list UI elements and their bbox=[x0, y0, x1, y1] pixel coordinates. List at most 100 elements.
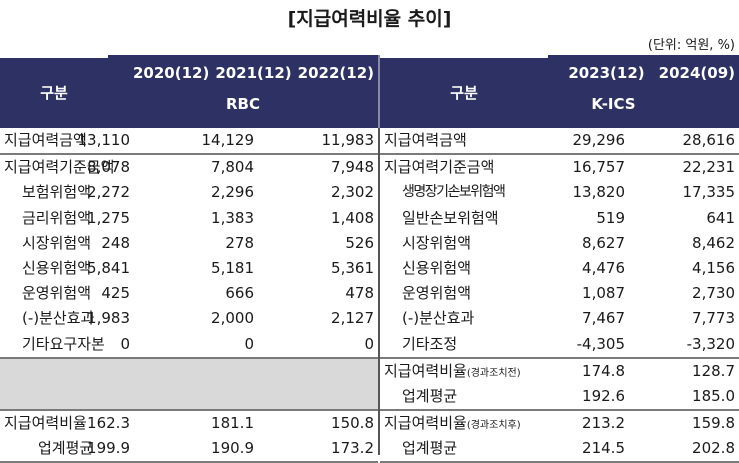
rbc-year-2021: 2021(12) bbox=[215, 64, 292, 82]
cell-value: 181.1 bbox=[211, 414, 254, 433]
header-divider bbox=[378, 55, 380, 128]
rbc-header-category: 구분 bbox=[0, 58, 108, 128]
cell-value: 5,841 bbox=[87, 258, 130, 277]
cell-value: 7,773 bbox=[692, 309, 735, 328]
cell-value: 2,000 bbox=[211, 309, 254, 328]
cell-value: 213.2 bbox=[582, 414, 625, 433]
cell-value: 5,361 bbox=[331, 258, 374, 277]
table-row: 신용위험액 4,476 4,156 bbox=[380, 256, 739, 281]
row-label: 지급여력비율(경과조치후) bbox=[384, 411, 521, 438]
table-row: (-)분산효과 7,467 7,773 bbox=[380, 306, 739, 331]
row-label: 기타조정 bbox=[402, 334, 458, 353]
row-label: 보험위험액 bbox=[22, 183, 92, 202]
cell-value: 22,231 bbox=[682, 158, 736, 177]
table-row: (-)분산효과 1,983 2,000 2,127 bbox=[0, 306, 378, 331]
cell-value: 5,181 bbox=[211, 258, 254, 277]
cell-value: 526 bbox=[345, 233, 374, 252]
table-row: 신용위험액 5,841 5,181 5,361 bbox=[0, 256, 378, 281]
cell-value: 641 bbox=[706, 208, 735, 227]
row-label: 지급여력금액 bbox=[4, 131, 87, 149]
kics-year-2024: 2024(09) bbox=[658, 64, 735, 82]
row-label: 일반손보위험액 bbox=[402, 208, 499, 227]
rbc-header-years: 2020(12) 2021(12) 2022(12) RBC bbox=[108, 55, 378, 128]
table-row: 지급여력금액 13,110 14,129 11,983 bbox=[0, 128, 378, 156]
cell-value: 1,383 bbox=[211, 208, 254, 227]
cell-value: 8,462 bbox=[692, 233, 735, 252]
row-label: 금리위험액 bbox=[22, 208, 92, 227]
row-label: 신용위험액 bbox=[402, 258, 472, 277]
rbc-regime-label: RBC bbox=[226, 95, 260, 113]
cell-value: 2,127 bbox=[331, 309, 374, 328]
table-row: 시장위험액 248 278 526 bbox=[0, 231, 378, 256]
cell-value: 278 bbox=[225, 233, 254, 252]
row-label: 시장위험액 bbox=[402, 233, 472, 252]
rbc-year-2022: 2022(12) bbox=[297, 64, 374, 82]
table-row: 시장위험액 8,627 8,462 bbox=[380, 231, 739, 256]
cell-value: 128.7 bbox=[692, 361, 735, 380]
row-label: 업계평균 bbox=[402, 439, 458, 458]
cell-value: 8,627 bbox=[582, 233, 625, 252]
cell-value: 0 bbox=[244, 334, 254, 353]
kics-header-category-label: 구분 bbox=[450, 84, 478, 102]
row-label: 운영위험액 bbox=[22, 284, 92, 303]
empty-gray-block bbox=[0, 358, 378, 412]
cell-value: 16,757 bbox=[572, 158, 626, 177]
row-label: 업계평균 bbox=[38, 439, 94, 458]
cell-value: 17,335 bbox=[682, 183, 736, 202]
table-row: 지급여력금액 29,296 28,616 bbox=[380, 128, 739, 156]
cell-value: 29,296 bbox=[572, 131, 626, 149]
panel-divider bbox=[378, 128, 380, 455]
table-row: 지급여력기준금액 8,078 7,804 7,948 bbox=[0, 155, 378, 180]
cell-value: 13,110 bbox=[77, 131, 131, 149]
cell-value: 150.8 bbox=[331, 414, 374, 433]
row-label: 지급여력비율 bbox=[4, 414, 87, 433]
cell-value: 159.8 bbox=[692, 414, 735, 433]
row-label: 운영위험액 bbox=[402, 284, 472, 303]
ratio-before-note: (경과조치전) bbox=[466, 367, 521, 379]
row-label: (-)분산효과 bbox=[22, 309, 95, 328]
cell-value: 1,408 bbox=[331, 208, 374, 227]
cell-value: 28,616 bbox=[682, 131, 736, 149]
table-title: [지급여력비율 추이] bbox=[287, 8, 452, 30]
cell-value: 1,087 bbox=[582, 284, 625, 303]
cell-value: 199.9 bbox=[87, 439, 130, 458]
table-row: 운영위험액 1,087 2,730 bbox=[380, 281, 739, 306]
table-row: 지급여력비율 162.3 181.1 150.8 bbox=[0, 411, 378, 436]
kics-header-years: 2023(12) 2024(09) K-ICS bbox=[548, 55, 739, 128]
cell-value: -3,320 bbox=[686, 334, 735, 353]
cell-value: 11,983 bbox=[321, 131, 375, 149]
table-row: 금리위험액 1,275 1,383 1,408 bbox=[0, 206, 378, 231]
row-label: 지급여력기준금액 bbox=[384, 158, 495, 177]
cell-value: 519 bbox=[596, 208, 625, 227]
cell-value: 478 bbox=[345, 284, 374, 303]
cell-value: 185.0 bbox=[692, 386, 735, 405]
table-row: 업계평균 192.6 185.0 bbox=[380, 384, 739, 412]
row-label: 기타요구자본 bbox=[22, 334, 105, 353]
table-row: 지급여력비율(경과조치전) 174.8 128.7 bbox=[380, 359, 739, 384]
cell-value: 0 bbox=[120, 334, 130, 353]
cell-value: 8,078 bbox=[87, 158, 130, 177]
table-row: 생명장기손보위험액 13,820 17,335 bbox=[380, 180, 739, 205]
rbc-header-category-label: 구분 bbox=[40, 84, 68, 102]
cell-value: 192.6 bbox=[582, 386, 625, 405]
rbc-table: 지급여력금액 13,110 14,129 11,983 지급여력기준금액 8,0… bbox=[0, 128, 378, 463]
ratio-before-label: 지급여력비율 bbox=[384, 361, 467, 380]
ratio-after-label: 지급여력비율 bbox=[384, 414, 467, 433]
table-row: 기타조정 -4,305 -3,320 bbox=[380, 332, 739, 359]
cell-value: 162.3 bbox=[87, 414, 130, 433]
row-label: 시장위험액 bbox=[22, 233, 92, 252]
cell-value: 173.2 bbox=[331, 439, 374, 458]
cell-value: 174.8 bbox=[582, 361, 625, 380]
table-row: 일반손보위험액 519 641 bbox=[380, 206, 739, 231]
row-label: 신용위험액 bbox=[22, 258, 92, 277]
cell-value: -4,305 bbox=[576, 334, 625, 353]
row-label: 지급여력기준금액 bbox=[4, 158, 115, 177]
ratio-after-note: (경과조치후) bbox=[466, 420, 521, 432]
cell-value: 14,129 bbox=[201, 131, 255, 149]
cell-value: 666 bbox=[225, 284, 254, 303]
row-label: 업계평균 bbox=[402, 386, 458, 405]
kics-table: 지급여력금액 29,296 28,616 지급여력기준금액 16,757 22,… bbox=[380, 128, 739, 463]
cell-value: 7,467 bbox=[582, 309, 625, 328]
kics-year-2023: 2023(12) bbox=[568, 64, 645, 82]
cell-value: 2,272 bbox=[87, 183, 130, 202]
